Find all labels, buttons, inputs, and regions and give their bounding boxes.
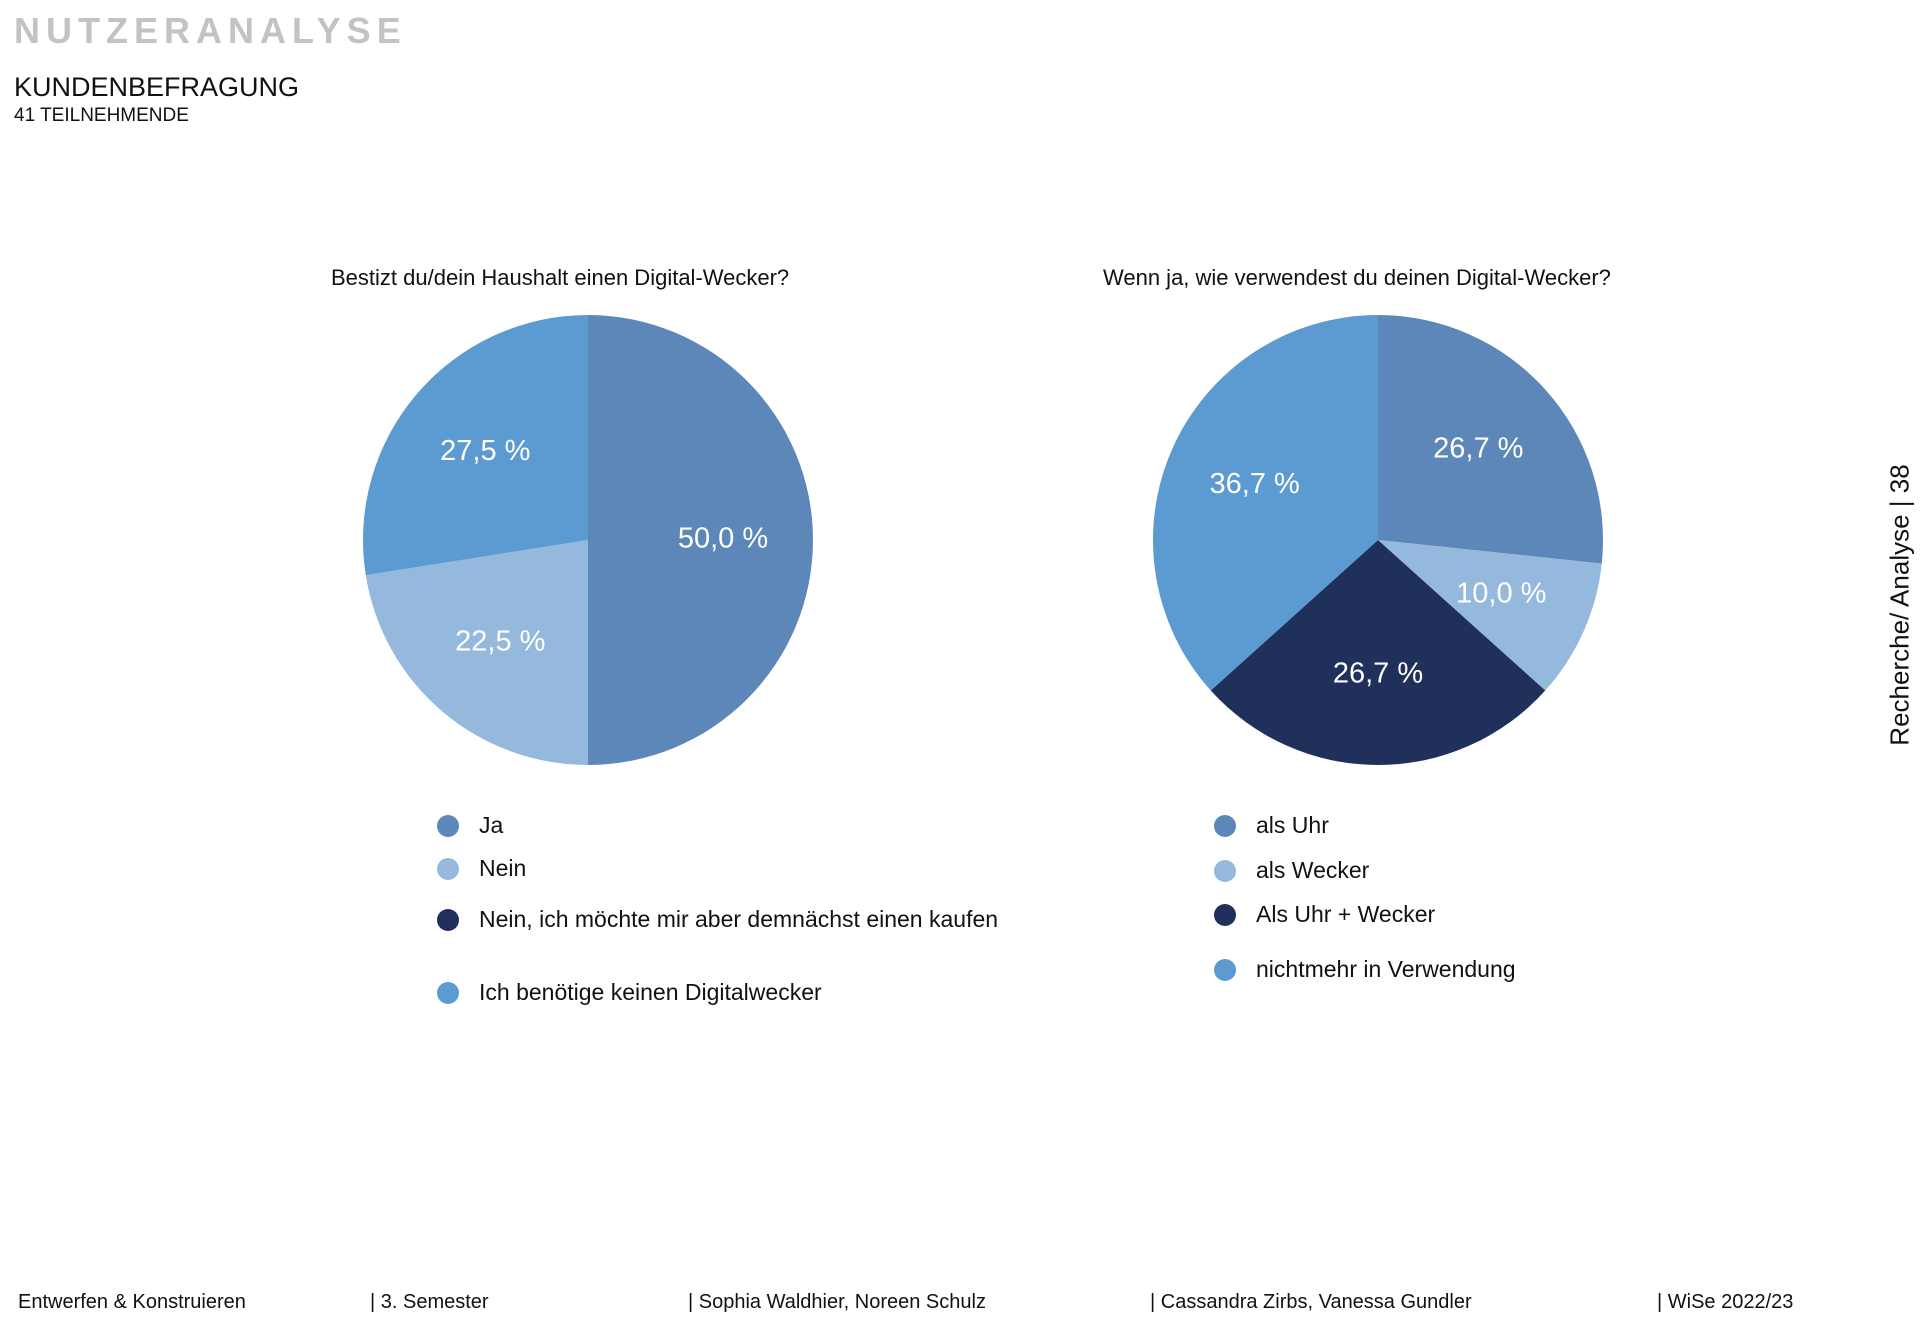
slice-value-label: 10,0 % [1456,578,1546,610]
pie-slice [1378,315,1604,564]
pie-chart-1: 50,0 % 22,5 % 27,5 % [362,315,813,765]
legend-label: Als Uhr + Wecker [1256,901,1436,927]
pie-slice [1378,540,1602,691]
footer-authors-1: | Sophia Waldhier, Noreen Schulz [688,1291,986,1313]
section-kicker: NUTZERANALYSE [14,10,407,51]
legend-item: Ich benötige keinen Digitalwecker [437,979,822,1006]
legend-item: nichtmehr in Verwendung [1214,956,1516,983]
legend-item: Als Uhr + Wecker [1214,901,1435,928]
pie-slice [588,315,813,765]
legend-label: Ja [479,812,504,838]
footer-authors-2: | Cassandra Zirbs, Vanessa Gundler [1150,1291,1472,1313]
slice-value-label: 50,0 % [678,523,768,555]
legend-item: Nein [437,855,526,882]
legend-item: als Wecker [1214,857,1369,884]
legend-swatch [1214,958,1236,981]
legend-swatch [437,981,459,1004]
slice-value-label: 36,7 % [1210,468,1300,500]
chart-1-title: Bestizt du/dein Haushalt einen Digital-W… [331,265,790,290]
legend-swatch [1214,903,1236,926]
legend-swatch [437,908,459,931]
legend-label: Nein, ich möchte mir aber demnächst eine… [479,906,999,932]
pie-slice [1152,315,1378,691]
footer-course: Entwerfen & Konstruieren [18,1291,246,1313]
slice-value-label: 26,7 % [1433,432,1523,464]
legend-label: nichtmehr in Verwendung [1256,956,1516,982]
legend-item: als Uhr [1214,812,1329,839]
pie-slice [1210,540,1546,766]
slice-value-label: 22,5 % [455,625,545,657]
legend-swatch [437,814,459,837]
pie-chart-2: 26,7 % 10,0 % 26,7 % 36,7 % [1152,315,1604,766]
page-title: KUNDENBEFRAGUNG [14,72,300,102]
legend-item: Ja [437,812,503,839]
side-label-text: Recherche/ Analyse | 38 [1884,464,1915,746]
legend-label: Nein [479,855,527,881]
legend-item: Nein, ich möchte mir aber demnächst eine… [437,906,998,933]
chart-2-title: Wenn ja, wie verwendest du deinen Digita… [1103,265,1611,290]
legend-label: Ich benötige keinen Digitalwecker [479,979,822,1005]
pie-slice [365,540,588,765]
legend-swatch [1214,814,1236,837]
pie-slice [362,315,588,576]
page-subtitle: 41 TEILNEHMENDE [14,105,189,126]
footer-term: | WiSe 2022/23 [1657,1291,1794,1313]
legend-label: als Wecker [1256,857,1370,883]
legend-label: als Uhr [1256,812,1329,838]
legend-swatch [1214,859,1236,882]
slice-value-label: 26,7 % [1333,658,1423,690]
slice-value-label: 27,5 % [440,435,530,467]
side-label: Recherche/ Analyse | 38 [1880,440,1920,770]
footer-semester: | 3. Semester [370,1291,489,1313]
legend-swatch [437,857,459,880]
